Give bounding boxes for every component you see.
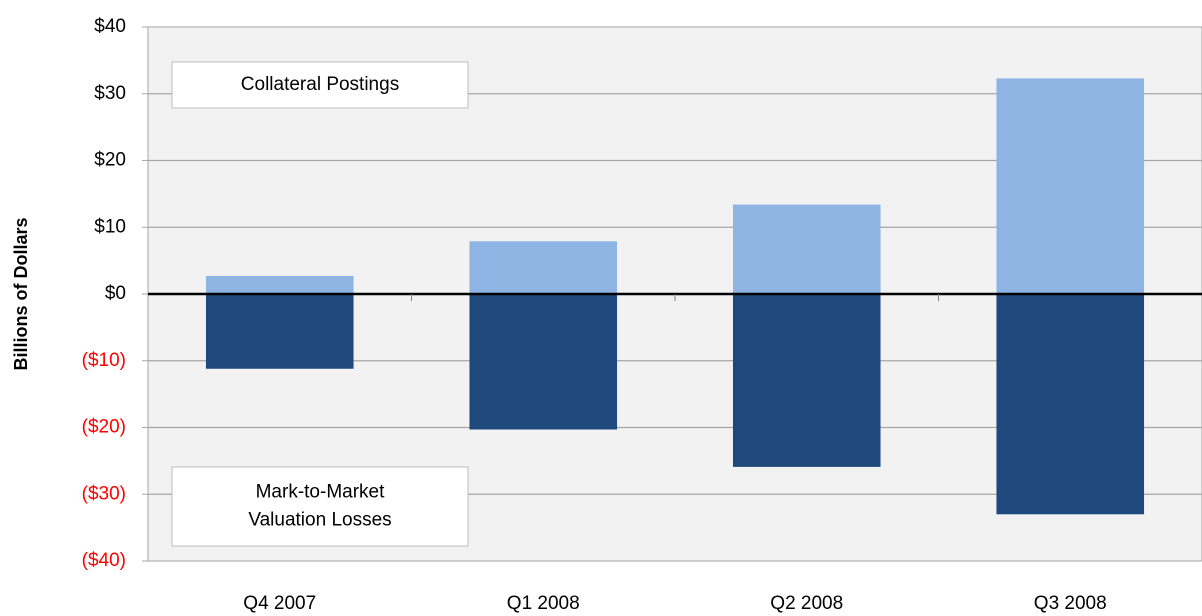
- annotation: Collateral Postings: [241, 74, 399, 95]
- annotation: Mark-to-Market: [256, 482, 386, 503]
- y-tick-label: $0: [105, 283, 126, 304]
- y-tick-label: ($30): [82, 483, 126, 504]
- y-tick-label: ($40): [82, 550, 126, 571]
- y-axis-label: Billions of Dollars: [11, 217, 31, 370]
- annotation-box: [171, 466, 469, 547]
- y-tick-label: $40: [94, 16, 126, 37]
- bar: [469, 294, 618, 430]
- y-tick-label: ($10): [82, 350, 126, 371]
- bar: [996, 294, 1145, 515]
- y-tick-label: $30: [94, 83, 126, 104]
- x-tick-label: Q4 2007: [243, 593, 316, 614]
- x-tick-label: Q2 2008: [770, 593, 843, 614]
- bar: [469, 241, 618, 294]
- bar: [732, 204, 881, 294]
- y-tick-label: ($20): [82, 417, 126, 438]
- bar: [732, 294, 881, 467]
- bar: [205, 275, 354, 294]
- bar: [996, 78, 1145, 295]
- annotation: Valuation Losses: [248, 510, 391, 531]
- annotation-box: [171, 61, 469, 109]
- x-tick-label: Q1 2008: [507, 593, 580, 614]
- y-tick-label: $20: [94, 150, 126, 171]
- x-tick-label: Q3 2008: [1034, 593, 1107, 614]
- y-tick-label: $10: [94, 216, 126, 237]
- bar: [205, 294, 354, 369]
